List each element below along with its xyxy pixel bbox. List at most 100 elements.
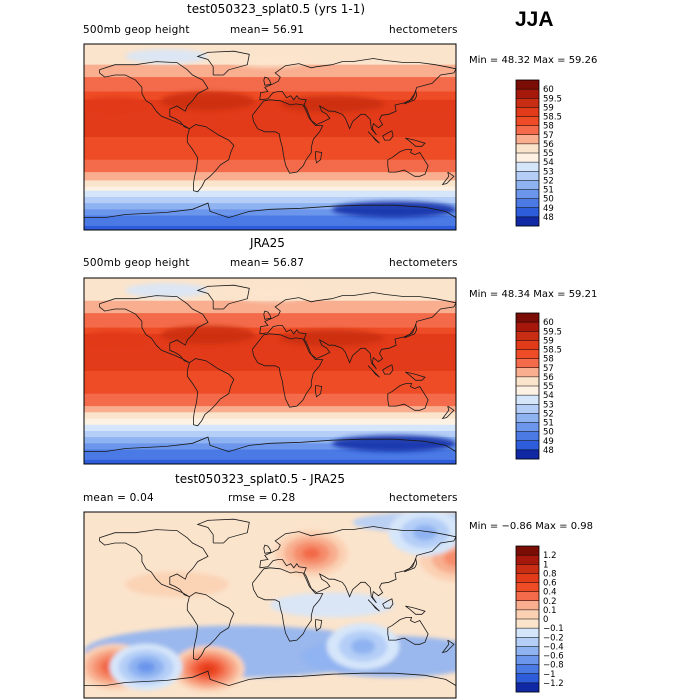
zonal-band bbox=[84, 309, 456, 312]
zonal-band bbox=[84, 439, 456, 442]
zonal-band bbox=[84, 461, 456, 464]
colorbar-label: 59.5 bbox=[543, 94, 562, 104]
zonal-band bbox=[84, 221, 456, 225]
colorbar-label: 56 bbox=[543, 140, 554, 150]
colorbar-label: 51 bbox=[543, 419, 554, 429]
zonal-band bbox=[84, 453, 456, 457]
zonal-band bbox=[84, 205, 456, 208]
colorbar-label: 0.2 bbox=[543, 597, 557, 607]
zonal-band bbox=[84, 428, 456, 432]
panel-1-units: hectometers bbox=[389, 24, 458, 36]
anomaly-center bbox=[136, 661, 156, 673]
zonal-band bbox=[84, 66, 456, 70]
coastline bbox=[196, 50, 250, 76]
coastline bbox=[315, 385, 323, 398]
zonal-band bbox=[84, 128, 456, 132]
zonal-band bbox=[84, 344, 456, 347]
zonal-band bbox=[84, 217, 456, 221]
zonal-band bbox=[84, 383, 456, 387]
colorbar-swatch bbox=[516, 89, 539, 99]
panel-3-map bbox=[84, 512, 456, 698]
pressure-core bbox=[332, 435, 456, 452]
panel-2-title: JRA25 bbox=[250, 236, 285, 250]
panel-3-colorbar: 1.210.80.60.40.20.10−0.1−0.2−0.4−0.6−0.8… bbox=[515, 545, 564, 693]
zonal-band bbox=[84, 143, 456, 146]
colorbar-swatch bbox=[516, 143, 539, 154]
zonal-band bbox=[84, 211, 456, 215]
coastline bbox=[259, 526, 456, 604]
coastline bbox=[259, 292, 456, 370]
zonal-band bbox=[84, 402, 456, 405]
zonal-band bbox=[84, 346, 456, 349]
zonal-band bbox=[84, 91, 456, 95]
zonal-band bbox=[84, 163, 456, 167]
colorbar-swatch bbox=[516, 107, 539, 117]
zonal-band bbox=[84, 410, 456, 413]
colorbar-swatch bbox=[516, 162, 539, 172]
zonal-band bbox=[84, 445, 456, 449]
zonal-band bbox=[84, 319, 456, 322]
zonal-band bbox=[84, 103, 456, 107]
colorbar-swatch bbox=[516, 404, 539, 414]
anomaly-pattern bbox=[125, 571, 229, 597]
zonal-band bbox=[84, 424, 456, 428]
colorbar-swatch bbox=[516, 340, 539, 350]
colorbar-label: 50 bbox=[543, 428, 554, 438]
zonal-band bbox=[84, 172, 456, 175]
zonal-band bbox=[84, 371, 456, 374]
colorbar-label: 55 bbox=[543, 149, 554, 159]
zonal-band bbox=[84, 420, 456, 424]
colorbar-swatch bbox=[516, 116, 539, 126]
colorbar-label: 49 bbox=[543, 437, 554, 447]
coastline bbox=[382, 130, 394, 141]
coastline bbox=[263, 310, 272, 320]
coastline bbox=[259, 58, 456, 136]
colorbar-label: 57 bbox=[543, 364, 554, 374]
colorbar-label: 57 bbox=[543, 131, 554, 141]
coastline bbox=[315, 619, 323, 632]
zonal-band bbox=[84, 306, 456, 310]
colorbar-swatch bbox=[516, 358, 539, 369]
coastline bbox=[382, 598, 394, 609]
zonal-band bbox=[84, 366, 456, 370]
zonal-band bbox=[84, 304, 456, 308]
colorbar-swatch bbox=[516, 673, 539, 684]
zonal-band bbox=[84, 106, 456, 109]
zonal-band bbox=[84, 335, 456, 339]
coastline bbox=[99, 529, 209, 598]
zonal-band bbox=[84, 408, 456, 411]
zonal-band bbox=[84, 120, 456, 124]
zonal-band bbox=[84, 311, 456, 314]
colorbar-label: 1 bbox=[543, 560, 548, 570]
zonal-band bbox=[84, 406, 456, 409]
colorbar-swatch bbox=[516, 582, 539, 592]
colorbar-swatch bbox=[516, 637, 539, 647]
zonal-band bbox=[84, 352, 456, 356]
colorbar-swatch bbox=[516, 313, 539, 323]
zonal-band bbox=[84, 412, 456, 415]
coastline bbox=[186, 124, 235, 193]
season-label: JJA bbox=[515, 8, 554, 31]
colorbar-swatch bbox=[516, 134, 539, 145]
zonal-band bbox=[84, 430, 456, 434]
coastline bbox=[441, 171, 455, 186]
colorbar-label: −0.2 bbox=[543, 633, 564, 643]
zonal-band bbox=[84, 280, 456, 283]
zonal-band bbox=[84, 387, 456, 391]
colorbar-label: 60 bbox=[543, 318, 554, 328]
zonal-band bbox=[84, 161, 456, 165]
colorbar-swatch bbox=[516, 422, 539, 432]
colorbar-label: −0.8 bbox=[543, 661, 564, 671]
coastline bbox=[387, 149, 429, 177]
colorbar-swatch bbox=[516, 180, 539, 190]
pressure-core bbox=[228, 51, 312, 68]
zonal-band bbox=[84, 153, 456, 157]
colorbar-label: 53 bbox=[543, 400, 554, 410]
zonal-band bbox=[84, 110, 456, 113]
colorbar-label: −0.6 bbox=[543, 652, 564, 662]
zonal-band bbox=[84, 122, 456, 126]
colorbar-label: −0.1 bbox=[543, 624, 564, 634]
zonal-band bbox=[84, 116, 456, 119]
colorbar-label: 59.5 bbox=[543, 327, 562, 337]
